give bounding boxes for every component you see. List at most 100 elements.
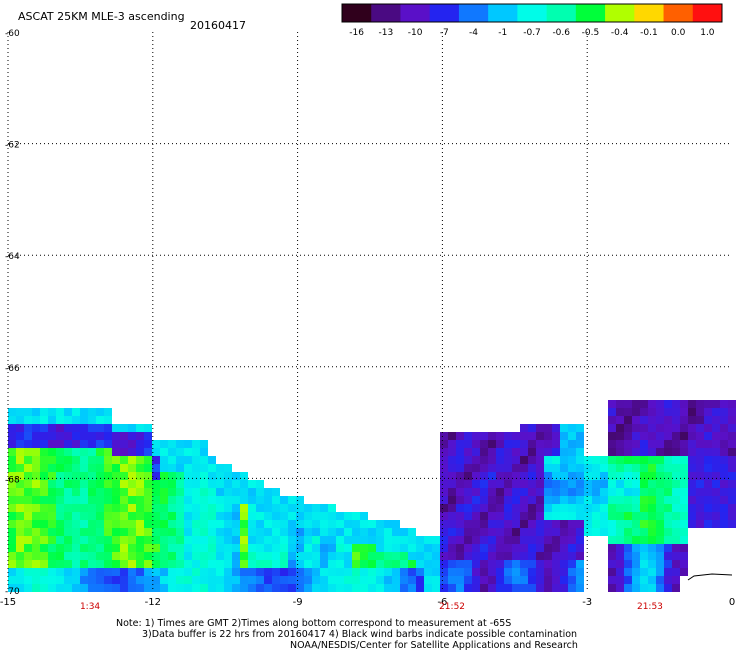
heatmap-cell [112,480,120,488]
heatmap-cell [96,552,104,560]
heatmap-cell [168,576,176,584]
heatmap-cell [112,440,120,448]
heatmap-cell [160,504,168,512]
heatmap-cell [584,496,592,504]
heatmap-cell [568,512,576,520]
heatmap-cell [656,480,664,488]
heatmap-cell [312,520,320,528]
heatmap-cell [104,512,112,520]
heatmap-cell [440,576,448,584]
heatmap-cell [472,576,480,584]
heatmap-cell [504,504,512,512]
heatmap-cell [256,480,264,488]
heatmap-cell [448,568,456,576]
heatmap-cell [616,544,624,552]
heatmap-cell [440,520,448,528]
colorbar-label: -7 [440,28,449,38]
heatmap-cell [112,576,120,584]
heatmap-cell [488,480,496,488]
heatmap-cell [184,576,192,584]
heatmap-cell [464,432,472,440]
heatmap-cell [688,424,696,432]
heatmap-cell [448,464,456,472]
heatmap-cell [136,544,144,552]
heatmap-cell [600,488,608,496]
heatmap-cell [608,416,616,424]
heatmap-cell [504,464,512,472]
heatmap-cell [504,576,512,584]
heatmap-cell [232,512,240,520]
heatmap-cell [288,584,296,592]
heatmap-cell [640,528,648,536]
heatmap-cell [616,576,624,584]
heatmap-cell [216,536,224,544]
heatmap-cell [16,560,24,568]
heatmap-cell [360,544,368,552]
heatmap-cell [496,576,504,584]
heatmap-cell [80,576,88,584]
heatmap-cell [216,560,224,568]
heatmap-cell [464,568,472,576]
heatmap-cell [592,464,600,472]
heatmap-cell [136,464,144,472]
heatmap-cell [224,528,232,536]
y-tick-label: -60 [5,29,20,39]
heatmap-cell [632,488,640,496]
heatmap-cell [456,576,464,584]
colorbar-swatch [692,4,723,22]
heatmap-cell [96,408,104,416]
heatmap-cell [168,464,176,472]
heatmap-cell [280,512,288,520]
heatmap-cell [608,496,616,504]
heatmap-cell [504,480,512,488]
heatmap-cell [720,448,728,456]
heatmap-cell [240,472,248,480]
heatmap-cell [56,432,64,440]
heatmap-cell [576,472,584,480]
heatmap-cell [56,416,64,424]
heatmap-cell [56,528,64,536]
heatmap-cell [680,416,688,424]
heatmap-cell [80,440,88,448]
heatmap-cell [112,464,120,472]
heatmap-cell [248,584,256,592]
heatmap-cell [248,576,256,584]
heatmap-cell [296,520,304,528]
heatmap-cell [48,472,56,480]
heatmap-cell [576,432,584,440]
heatmap-cell [64,552,72,560]
heatmap-cell [696,520,704,528]
heatmap-cell [64,584,72,592]
heatmap-cell [552,480,560,488]
heatmap-cell [160,448,168,456]
heatmap-cell [536,432,544,440]
heatmap-cell [560,432,568,440]
heatmap-cell [216,480,224,488]
heatmap-cell [680,568,688,576]
heatmap-cell [520,488,528,496]
heatmap-cell [136,448,144,456]
heatmap-cell [64,528,72,536]
heatmap-cell [336,584,344,592]
heatmap-cell [136,536,144,544]
heatmap-cell [464,440,472,448]
heatmap-cell [192,520,200,528]
heatmap-cell [192,528,200,536]
heatmap-cell [440,568,448,576]
heatmap-cell [8,448,16,456]
heatmap-cell [296,552,304,560]
heatmap-cell [16,528,24,536]
heatmap-cell [48,424,56,432]
heatmap-cell [288,560,296,568]
heatmap-cell [240,528,248,536]
heatmap-cell [240,584,248,592]
heatmap-cell [624,472,632,480]
heatmap-cell [424,552,432,560]
heatmap-cell [384,560,392,568]
heatmap-cell [176,528,184,536]
heatmap-cell [312,512,320,520]
heatmap-cell [416,568,424,576]
heatmap-cell [496,520,504,528]
heatmap-cell [80,496,88,504]
